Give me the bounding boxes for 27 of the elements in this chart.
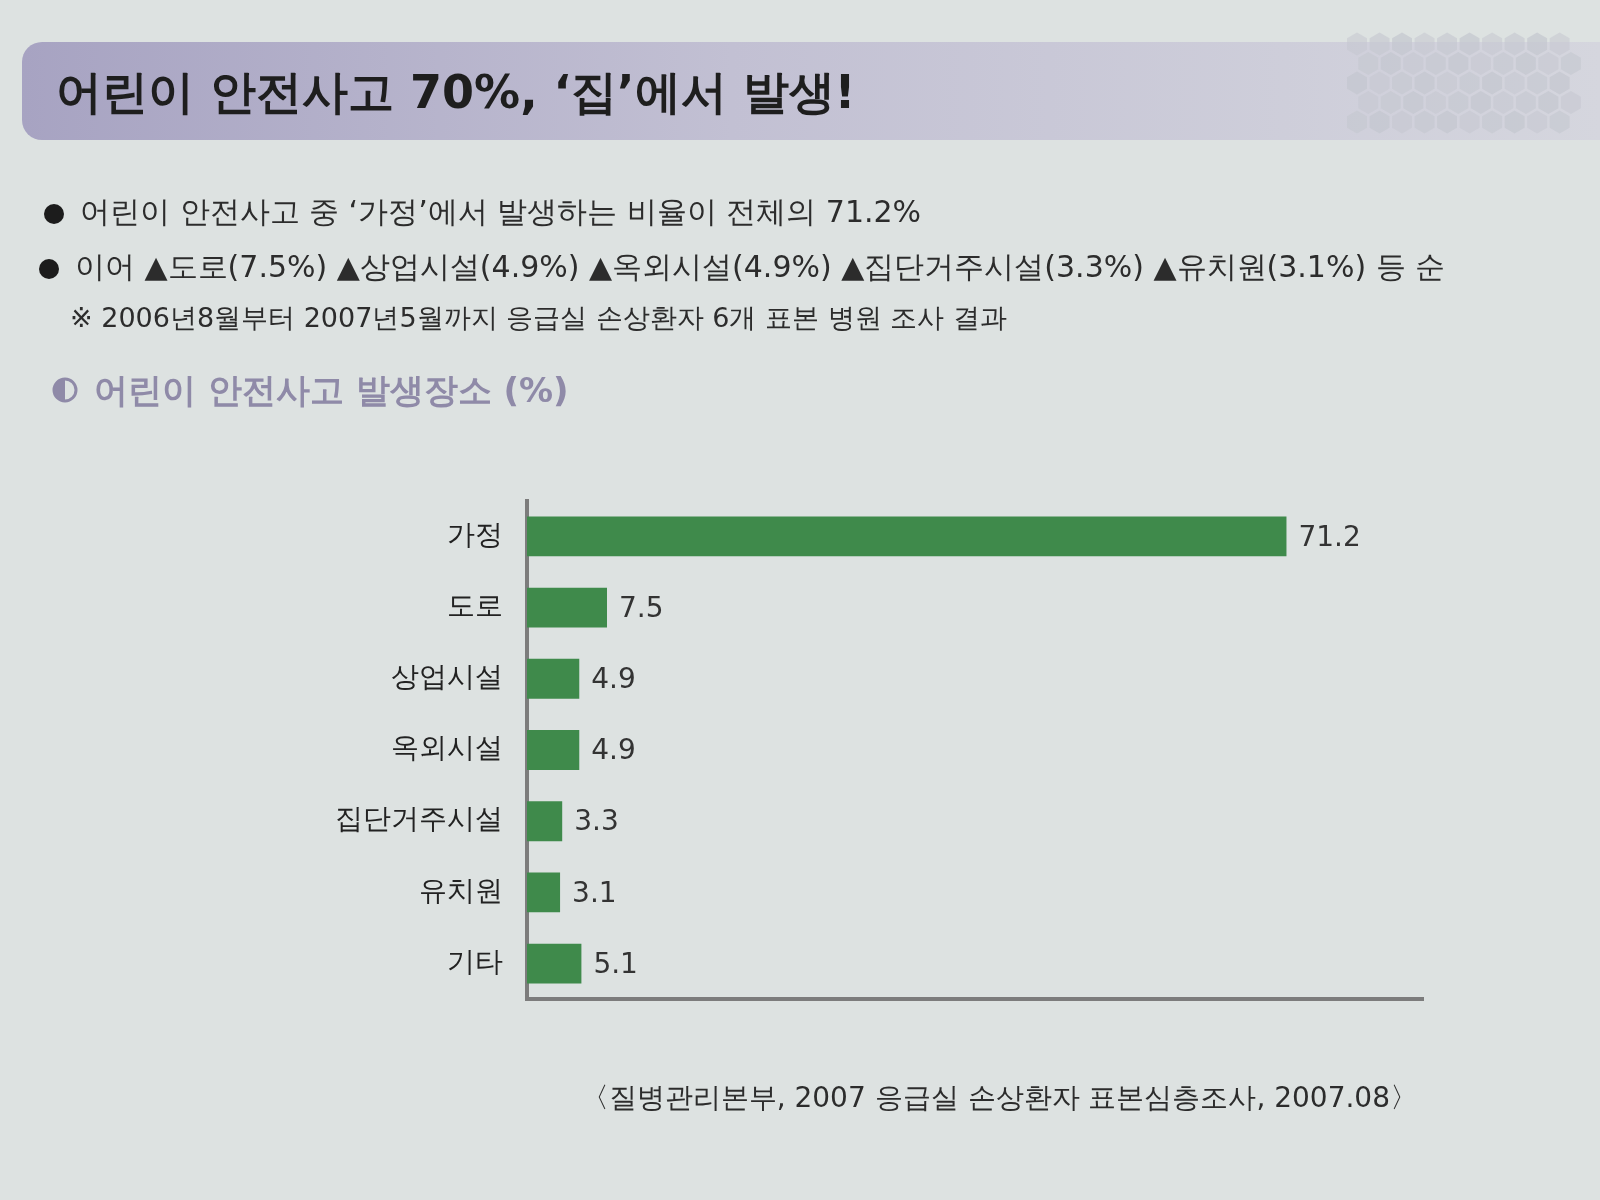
y-tick-label: 가정 (447, 517, 503, 551)
text: 〈질병관리본부, 2007 응급실 손상환자 표본심층조사, 2007.08〉 (580, 1080, 1418, 1116)
chart-subtitle: 어린이 안전사고 발생장소 (%) (94, 370, 569, 410)
data-label: 4.9 (591, 662, 636, 696)
y-tick-label: 유치원 (419, 873, 503, 907)
y-tick-label: 도로 (447, 588, 503, 622)
bar (527, 730, 580, 770)
bar (527, 516, 1287, 557)
bar (527, 658, 580, 699)
data-label: 3.3 (574, 804, 619, 838)
data-label: 7.5 (619, 590, 664, 624)
text: 어린이 안전사고 중 ‘가정’에서 발생하는 비율이 전체의 71.2% (80, 194, 922, 230)
bar (527, 587, 607, 628)
bar (527, 801, 563, 842)
y-tick-label: 기타 (447, 944, 503, 978)
data-label: 71.2 (1298, 519, 1361, 553)
data-label: 3.1 (572, 875, 617, 909)
data-label: 4.9 (591, 733, 636, 767)
bar (527, 943, 582, 984)
data-label: 5.1 (593, 946, 638, 980)
text: ※ 2006년8월부터 2007년5월까지 응급실 손상환자 6개 표본 병원 조사 결과 (70, 301, 1007, 335)
text: 이어 ▲도로(7.5%) ▲상업시설(4.9%) ▲옥외시설(4.9%) ▲집단거주시설(3.3%) ▲유치원(3.1%) 등 순 (75, 249, 1446, 285)
bar (527, 872, 561, 913)
chart-title: 어린이 안전사고 70%, ‘집’에서 발생! (56, 64, 856, 121)
y-tick-label: 옥외시설 (391, 731, 503, 765)
y-tick-label: 집단거주시설 (335, 802, 503, 836)
y-tick-label: 상업시설 (391, 660, 503, 694)
